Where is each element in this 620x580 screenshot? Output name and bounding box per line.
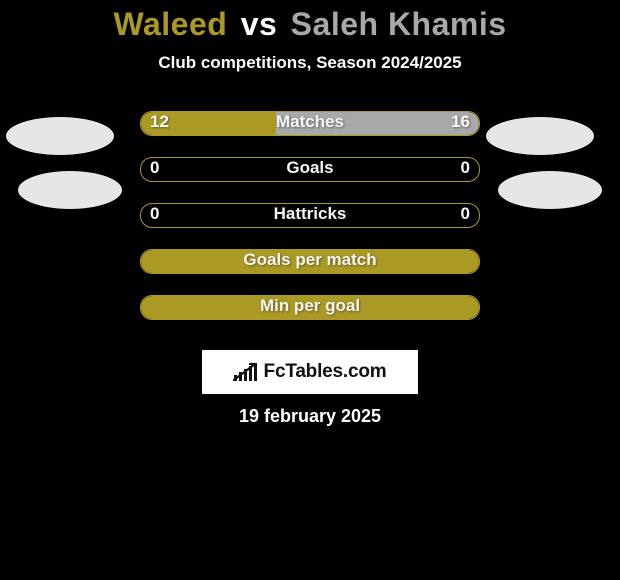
source-logo-text: FcTables.com [234,361,387,383]
stat-bar-right [276,112,479,135]
stat-bar-track [140,157,480,182]
stat-value-left: 12 [150,112,169,132]
stat-row: Min per goal [140,295,480,320]
club-crest-right-1 [486,117,594,155]
stat-value-right: 16 [451,112,470,132]
source-name: FcTables.com [264,361,387,383]
stat-value-right: 0 [461,204,470,224]
subtitle: Club competitions, Season 2024/2025 [0,53,620,73]
stat-bar-track [140,249,480,274]
stat-bar-track [140,295,480,320]
stat-row: Goals00 [140,157,480,182]
stat-value-left: 0 [150,158,159,178]
stat-value-left: 0 [150,204,159,224]
stat-row: Matches1216 [140,111,480,136]
club-crest-right-2 [498,171,602,209]
club-crest-left-2 [18,171,122,209]
club-crest-left-1 [6,117,114,155]
stats-card: Waleed vs Saleh Khamis Club competitions… [0,0,620,580]
stat-bar-track [140,203,480,228]
stat-row: Hattricks00 [140,203,480,228]
bar-chart-icon [234,363,259,381]
stat-bar-track [140,111,480,136]
player1-name: Waleed [113,6,227,42]
player2-name: Saleh Khamis [291,6,507,42]
stat-value-right: 0 [461,158,470,178]
source-logo: FcTables.com [202,350,418,394]
headline: Waleed vs Saleh Khamis [0,0,620,43]
snapshot-date: 19 february 2025 [0,406,620,427]
vs-text: vs [237,6,282,42]
stat-bar-left [141,296,479,319]
stat-bar-left [141,250,479,273]
stat-row: Goals per match [140,249,480,274]
